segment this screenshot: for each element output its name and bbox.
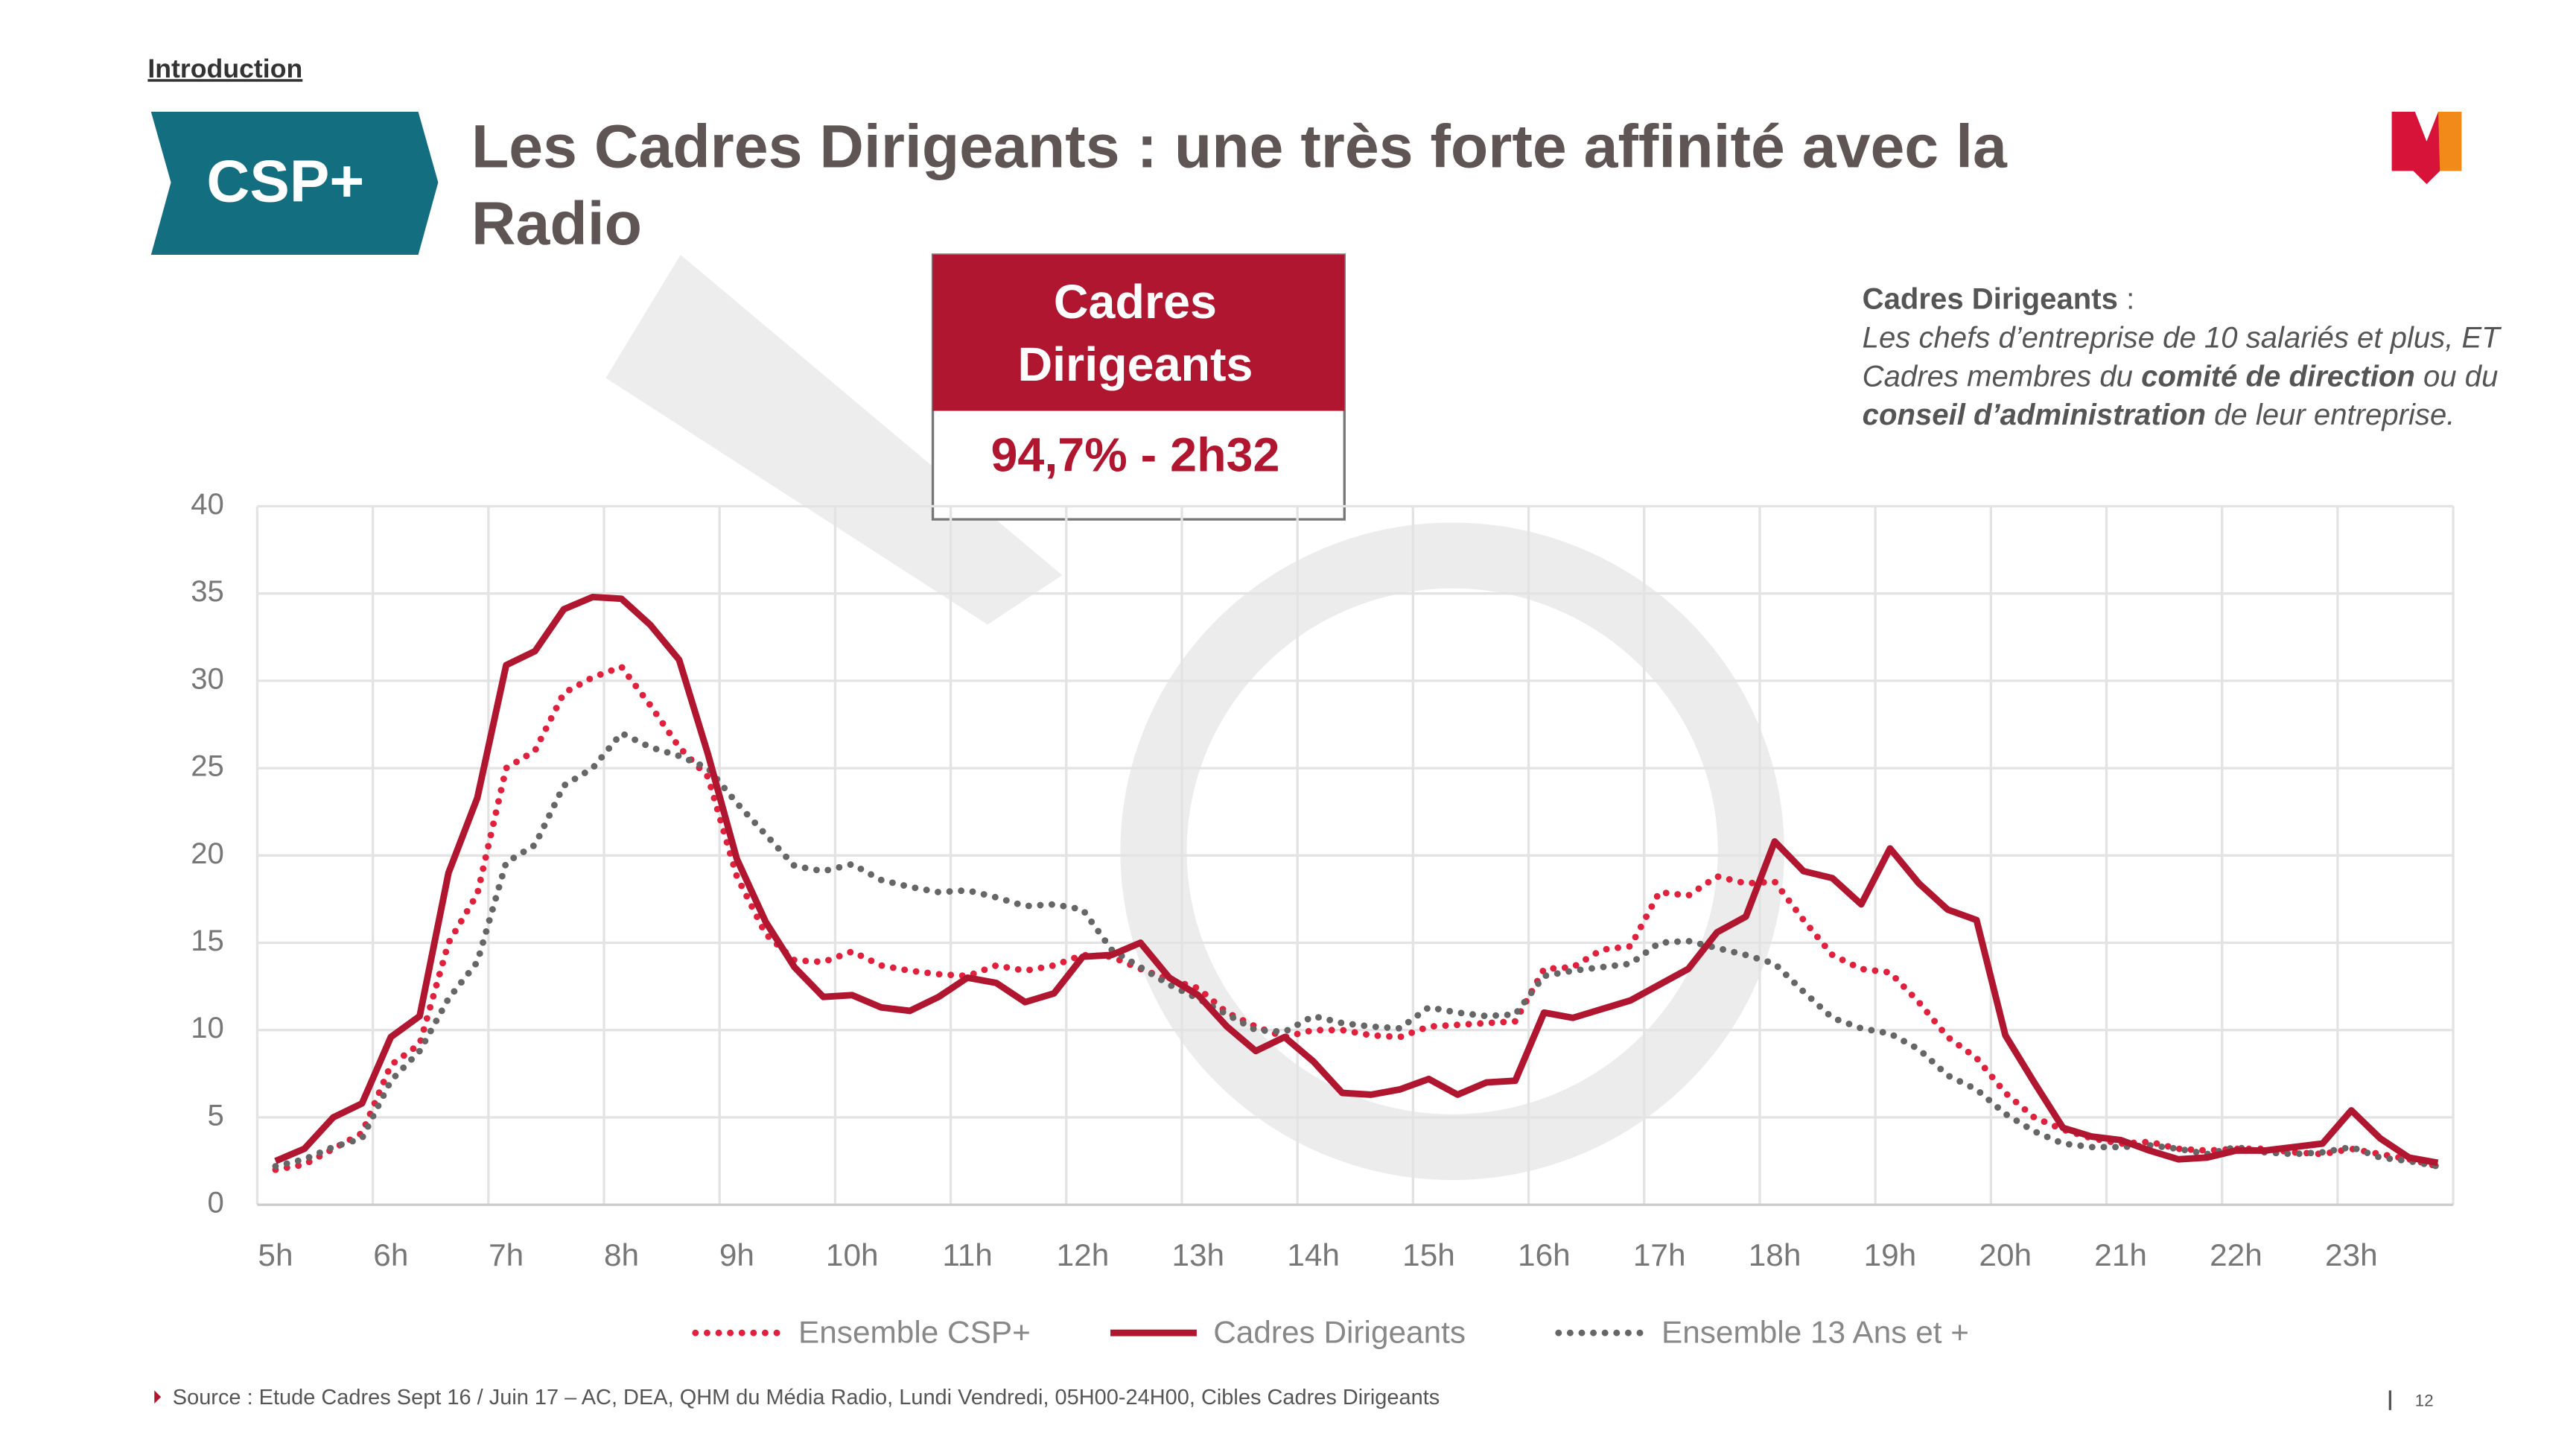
x-tick-label: 16h bbox=[1518, 1237, 1571, 1272]
legend-label: Cadres Dirigeants bbox=[1213, 1315, 1466, 1350]
highlight-value: 94,7% - 2h32 bbox=[990, 428, 1279, 482]
x-tick-label: 8h bbox=[604, 1237, 639, 1272]
section-label: Introduction bbox=[147, 54, 302, 83]
logo-accent bbox=[2438, 112, 2462, 171]
source-bullet bbox=[154, 1390, 162, 1404]
x-tick-label: 23h bbox=[2325, 1237, 2378, 1272]
badge-label: CSP+ bbox=[206, 148, 364, 215]
x-tick-label: 10h bbox=[826, 1237, 879, 1272]
definition: Cadres Dirigeants : Les chefs d’entrepris… bbox=[1863, 282, 2502, 431]
watermark-ring bbox=[1120, 522, 1784, 1181]
x-tick-label: 20h bbox=[1979, 1237, 2032, 1272]
title-line: Radio bbox=[471, 191, 642, 259]
definition-segment: ou du bbox=[2415, 360, 2499, 393]
definition-segment: Cadres Dirigeants bbox=[1863, 282, 2118, 315]
x-tick-label: 19h bbox=[1864, 1237, 1917, 1272]
x-tick-label: 21h bbox=[2094, 1237, 2147, 1272]
x-tick-label: 7h bbox=[489, 1237, 524, 1272]
definition-segment: Cadres membres du bbox=[1863, 360, 2142, 393]
y-tick-label: 25 bbox=[191, 750, 224, 783]
y-tick-label: 30 bbox=[191, 663, 224, 696]
definition-line: Les chefs d’entreprise de 10 salariés et… bbox=[1863, 321, 2502, 354]
watermark bbox=[605, 254, 1784, 1181]
x-tick-label: 15h bbox=[1402, 1237, 1455, 1272]
highlight-title: Dirigeants bbox=[1017, 337, 1253, 391]
definition-segment: de leur entreprise. bbox=[2206, 399, 2455, 431]
series-line bbox=[272, 729, 2441, 1170]
x-tick-label: 22h bbox=[2210, 1237, 2262, 1272]
definition-line: conseil d’administration de leur entrepr… bbox=[1863, 399, 2455, 431]
y-tick-label: 35 bbox=[191, 575, 224, 608]
source: Source : Etude Cadres Sept 16 / Juin 17 … bbox=[173, 1386, 1440, 1409]
definition-segment: comité de direction bbox=[2141, 360, 2415, 393]
x-tick-label: 6h bbox=[373, 1237, 408, 1272]
x-tick-label: 17h bbox=[1633, 1237, 1686, 1272]
x-tick-label: 11h bbox=[942, 1237, 993, 1272]
definition-line: Cadres Dirigeants : bbox=[1863, 282, 2135, 315]
page-number: 12 bbox=[2415, 1392, 2434, 1410]
definition-segment: Les chefs d’entreprise de 10 salariés et… bbox=[1863, 321, 2502, 354]
y-tick-label: 40 bbox=[191, 488, 224, 521]
y-tick-label: 5 bbox=[208, 1100, 224, 1132]
x-tick-label: 13h bbox=[1171, 1237, 1224, 1272]
x-tick-label: 14h bbox=[1287, 1237, 1340, 1272]
x-tick-label: 5h bbox=[258, 1237, 293, 1272]
legend-label: Ensemble CSP+ bbox=[798, 1315, 1031, 1350]
series-line bbox=[274, 593, 2439, 1167]
highlight-title: Cadres bbox=[1054, 276, 1217, 329]
x-tick-label: 9h bbox=[719, 1237, 754, 1272]
definition-segment: : bbox=[2118, 282, 2134, 315]
x-tick-label: 18h bbox=[1749, 1237, 1801, 1272]
y-tick-label: 20 bbox=[191, 837, 224, 870]
title-line: Les Cadres Dirigeants : une très forte a… bbox=[471, 113, 2008, 181]
legend-label: Ensemble 13 Ans et + bbox=[1661, 1315, 1969, 1350]
y-tick-label: 15 bbox=[191, 925, 224, 957]
watermark-handle bbox=[605, 254, 1063, 625]
y-tick-label: 0 bbox=[208, 1187, 224, 1220]
highlight-header bbox=[932, 254, 1345, 411]
badge bbox=[150, 112, 439, 255]
definition-segment: conseil d’administration bbox=[1863, 399, 2206, 431]
definition-line: Cadres membres du comité de direction ou… bbox=[1863, 360, 2499, 393]
logo bbox=[2391, 112, 2462, 185]
x-tick-label: 12h bbox=[1057, 1237, 1110, 1272]
y-tick-label: 10 bbox=[191, 1012, 224, 1044]
chart: 0 5 10 15 20 25 30 35 40 5h 6h 7h 8h 9h 10h 11h 12h 13h 14… bbox=[191, 488, 2455, 1350]
